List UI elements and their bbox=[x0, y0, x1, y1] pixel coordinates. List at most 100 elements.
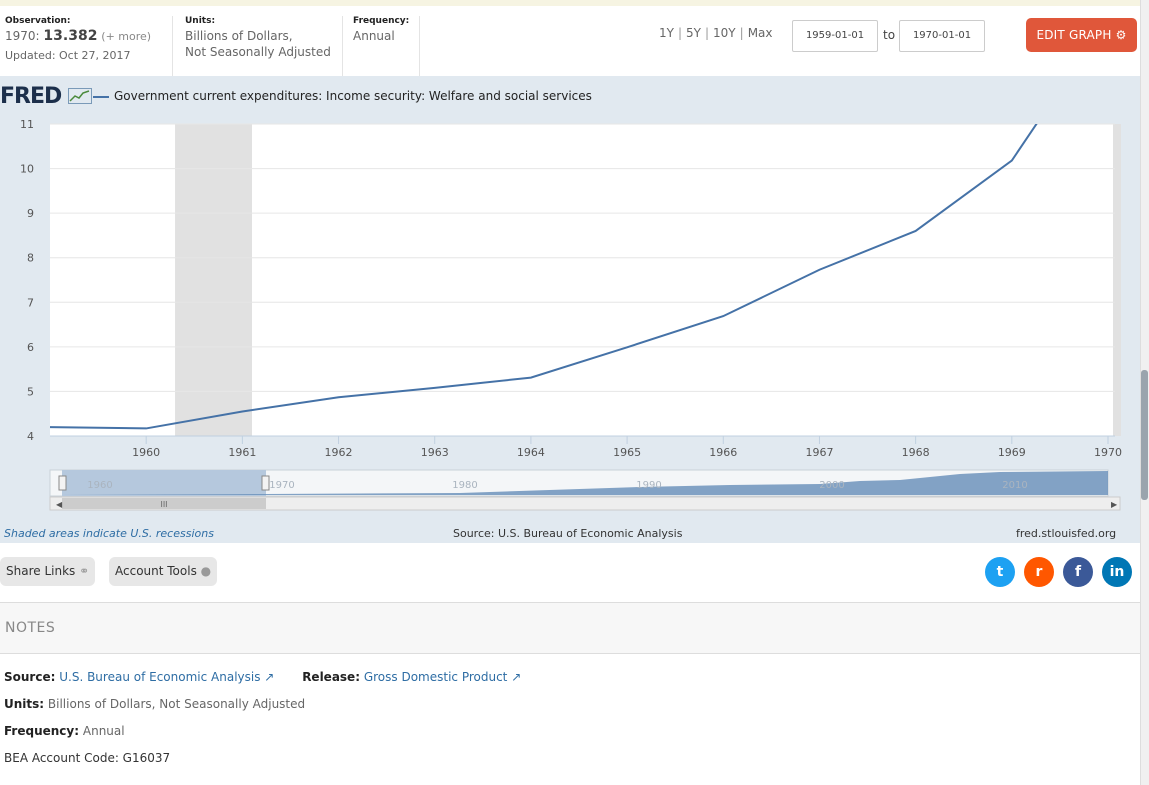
units-line-2: Not Seasonally Adjusted bbox=[185, 45, 331, 59]
x-tick-label: 1967 bbox=[805, 446, 833, 459]
facebook-icon[interactable]: f bbox=[1063, 557, 1093, 587]
notes-frequency-row: Frequency: Annual bbox=[4, 724, 125, 738]
y-tick-label: 10 bbox=[20, 163, 34, 176]
frequency-block: Frequency: Annual bbox=[348, 16, 420, 76]
scroll-right-arrow[interactable]: ▶ bbox=[1111, 500, 1118, 509]
notes-units-row: Units: Billions of Dollars, Not Seasonal… bbox=[4, 697, 305, 711]
x-tick-label: 1968 bbox=[902, 446, 930, 459]
recession-band bbox=[175, 124, 252, 436]
fred-logo-chart-icon bbox=[67, 88, 92, 104]
observation-value: 1970: 13.382 (+ more) bbox=[5, 28, 172, 45]
navigator-selection[interactable] bbox=[62, 470, 266, 496]
notes-frequency-label: Frequency: bbox=[4, 724, 80, 738]
notes-frequency-value: Annual bbox=[82, 724, 125, 738]
navigator-scrollbar[interactable] bbox=[49, 496, 1121, 511]
frequency-value: Annual bbox=[353, 29, 395, 43]
share-links-button[interactable]: Share Links ⚭ bbox=[0, 557, 96, 586]
observation-block: Observation: 1970: 13.382 (+ more) Updat… bbox=[0, 16, 173, 76]
fred-logo-text: FRED bbox=[0, 84, 62, 109]
divider bbox=[0, 602, 1140, 603]
range-max[interactable]: Max bbox=[747, 26, 773, 40]
top-strip bbox=[0, 0, 1149, 6]
divider bbox=[0, 653, 1140, 654]
page-scroll-thumb[interactable] bbox=[1141, 370, 1148, 500]
fred-logo: FRED bbox=[0, 84, 92, 109]
navigator-right-handle[interactable] bbox=[261, 475, 270, 491]
reddit-icon[interactable]: r bbox=[1024, 557, 1054, 587]
updated-date: Updated: Oct 27, 2017 bbox=[5, 49, 131, 62]
navigator-tick-label: 1960 bbox=[87, 480, 112, 491]
scroll-grip: III bbox=[160, 500, 167, 509]
gear-icon: ⚙ bbox=[1115, 28, 1127, 42]
notes-header bbox=[0, 603, 1140, 653]
range-5y[interactable]: 5Y bbox=[686, 26, 701, 40]
x-tick-label: 1969 bbox=[998, 446, 1026, 459]
navigator-scroll-thumb[interactable] bbox=[62, 498, 266, 509]
notes-release-label: Release: bbox=[302, 670, 360, 684]
external-link-icon: ↗ bbox=[511, 670, 522, 684]
units-label: Units: bbox=[185, 16, 216, 26]
chart-svg[interactable]: 4 5 6 7 8 9 10 11 1960 1961 1962 1963 1964 1965 1966 1… bbox=[0, 76, 1140, 516]
units-line-1: Billions of Dollars, bbox=[185, 29, 293, 43]
graph-panel: FRED Government current expenditures: In… bbox=[0, 76, 1140, 543]
y-tick-label: 7 bbox=[27, 296, 34, 309]
series-title: Government current expenditures: Income … bbox=[114, 89, 592, 103]
x-tick-label: 1960 bbox=[132, 446, 160, 459]
external-link-icon: ↗ bbox=[264, 670, 275, 684]
observation-date: 1970: bbox=[5, 29, 40, 43]
x-tick-label: 1962 bbox=[325, 446, 353, 459]
navigator-tick-label: 2000 bbox=[819, 480, 844, 491]
series-meta-header: Observation: 1970: 13.382 (+ more) Updat… bbox=[0, 6, 1149, 76]
end-date-input[interactable]: 1970-01-01 bbox=[899, 20, 985, 52]
twitter-icon[interactable]: t bbox=[985, 557, 1015, 587]
scroll-left-arrow[interactable]: ◀ bbox=[56, 500, 63, 509]
notes-source-row: Source: U.S. Bureau of Economic Analysis… bbox=[4, 670, 521, 684]
units-block: Units: Billions of Dollars, Not Seasonal… bbox=[180, 16, 343, 76]
account-tools-button[interactable]: Account Tools ● bbox=[109, 557, 218, 586]
range-1y[interactable]: 1Y bbox=[659, 26, 674, 40]
edit-graph-button[interactable]: EDIT GRAPH ⚙ bbox=[1026, 18, 1137, 52]
notes-source-label: Source: bbox=[4, 670, 56, 684]
notes-bea-code: BEA Account Code: G16037 bbox=[4, 751, 171, 765]
series-line[interactable] bbox=[50, 76, 1108, 430]
legend-swatch bbox=[93, 96, 109, 98]
x-tick-label: 1966 bbox=[709, 446, 737, 459]
y-tick-label: 11 bbox=[20, 118, 34, 131]
navigator-tick-label: 2010 bbox=[1002, 480, 1027, 491]
navigator-tick-label: 1990 bbox=[636, 480, 661, 491]
range-10y[interactable]: 10Y bbox=[713, 26, 736, 40]
account-tools-label: Account Tools bbox=[115, 564, 197, 578]
y-tick-label: 8 bbox=[27, 252, 34, 265]
x-tick-label: 1970 bbox=[1094, 446, 1122, 459]
start-date-input[interactable]: 1959-01-01 bbox=[792, 20, 878, 52]
navigator-tick-label: 1970 bbox=[269, 480, 294, 491]
share-links-label: Share Links bbox=[6, 564, 76, 578]
edit-graph-label: EDIT GRAPH bbox=[1036, 28, 1112, 42]
fred-url[interactable]: fred.stlouisfed.org bbox=[1016, 527, 1117, 540]
link-icon: ⚭ bbox=[79, 564, 90, 578]
source-note: Source: U.S. Bureau of Economic Analysis bbox=[453, 527, 683, 540]
y-tick-label: 4 bbox=[27, 430, 34, 443]
notes-units-value: Billions of Dollars, Not Seasonally Adju… bbox=[47, 697, 306, 711]
notes-units-label: Units: bbox=[4, 697, 45, 711]
linkedin-icon[interactable]: in bbox=[1102, 557, 1132, 587]
frequency-label: Frequency: bbox=[353, 16, 410, 26]
y-tick-label: 6 bbox=[27, 341, 34, 354]
y-tick-label: 5 bbox=[27, 385, 34, 398]
more-observations-link[interactable]: (+ more) bbox=[101, 30, 152, 43]
x-tick-label: 1964 bbox=[517, 446, 545, 459]
observation-number: 13.382 bbox=[43, 28, 98, 44]
y-tick-label: 9 bbox=[27, 207, 34, 220]
navigator-left-handle[interactable] bbox=[58, 475, 67, 491]
range-selector: 1Y | 5Y | 10Y | Max bbox=[659, 26, 773, 40]
plot-right-edge bbox=[1113, 124, 1121, 436]
to-label: to bbox=[883, 28, 896, 42]
recession-note: Shaded areas indicate U.S. recessions bbox=[4, 527, 214, 540]
notes-release-link[interactable]: Gross Domestic Product bbox=[363, 670, 508, 684]
navigator-series bbox=[62, 471, 1108, 495]
x-tick-label: 1963 bbox=[421, 446, 449, 459]
observation-label: Observation: bbox=[5, 16, 71, 26]
notes-title: NOTES bbox=[5, 620, 56, 636]
user-icon: ● bbox=[200, 564, 212, 578]
notes-source-link[interactable]: U.S. Bureau of Economic Analysis bbox=[59, 670, 261, 684]
